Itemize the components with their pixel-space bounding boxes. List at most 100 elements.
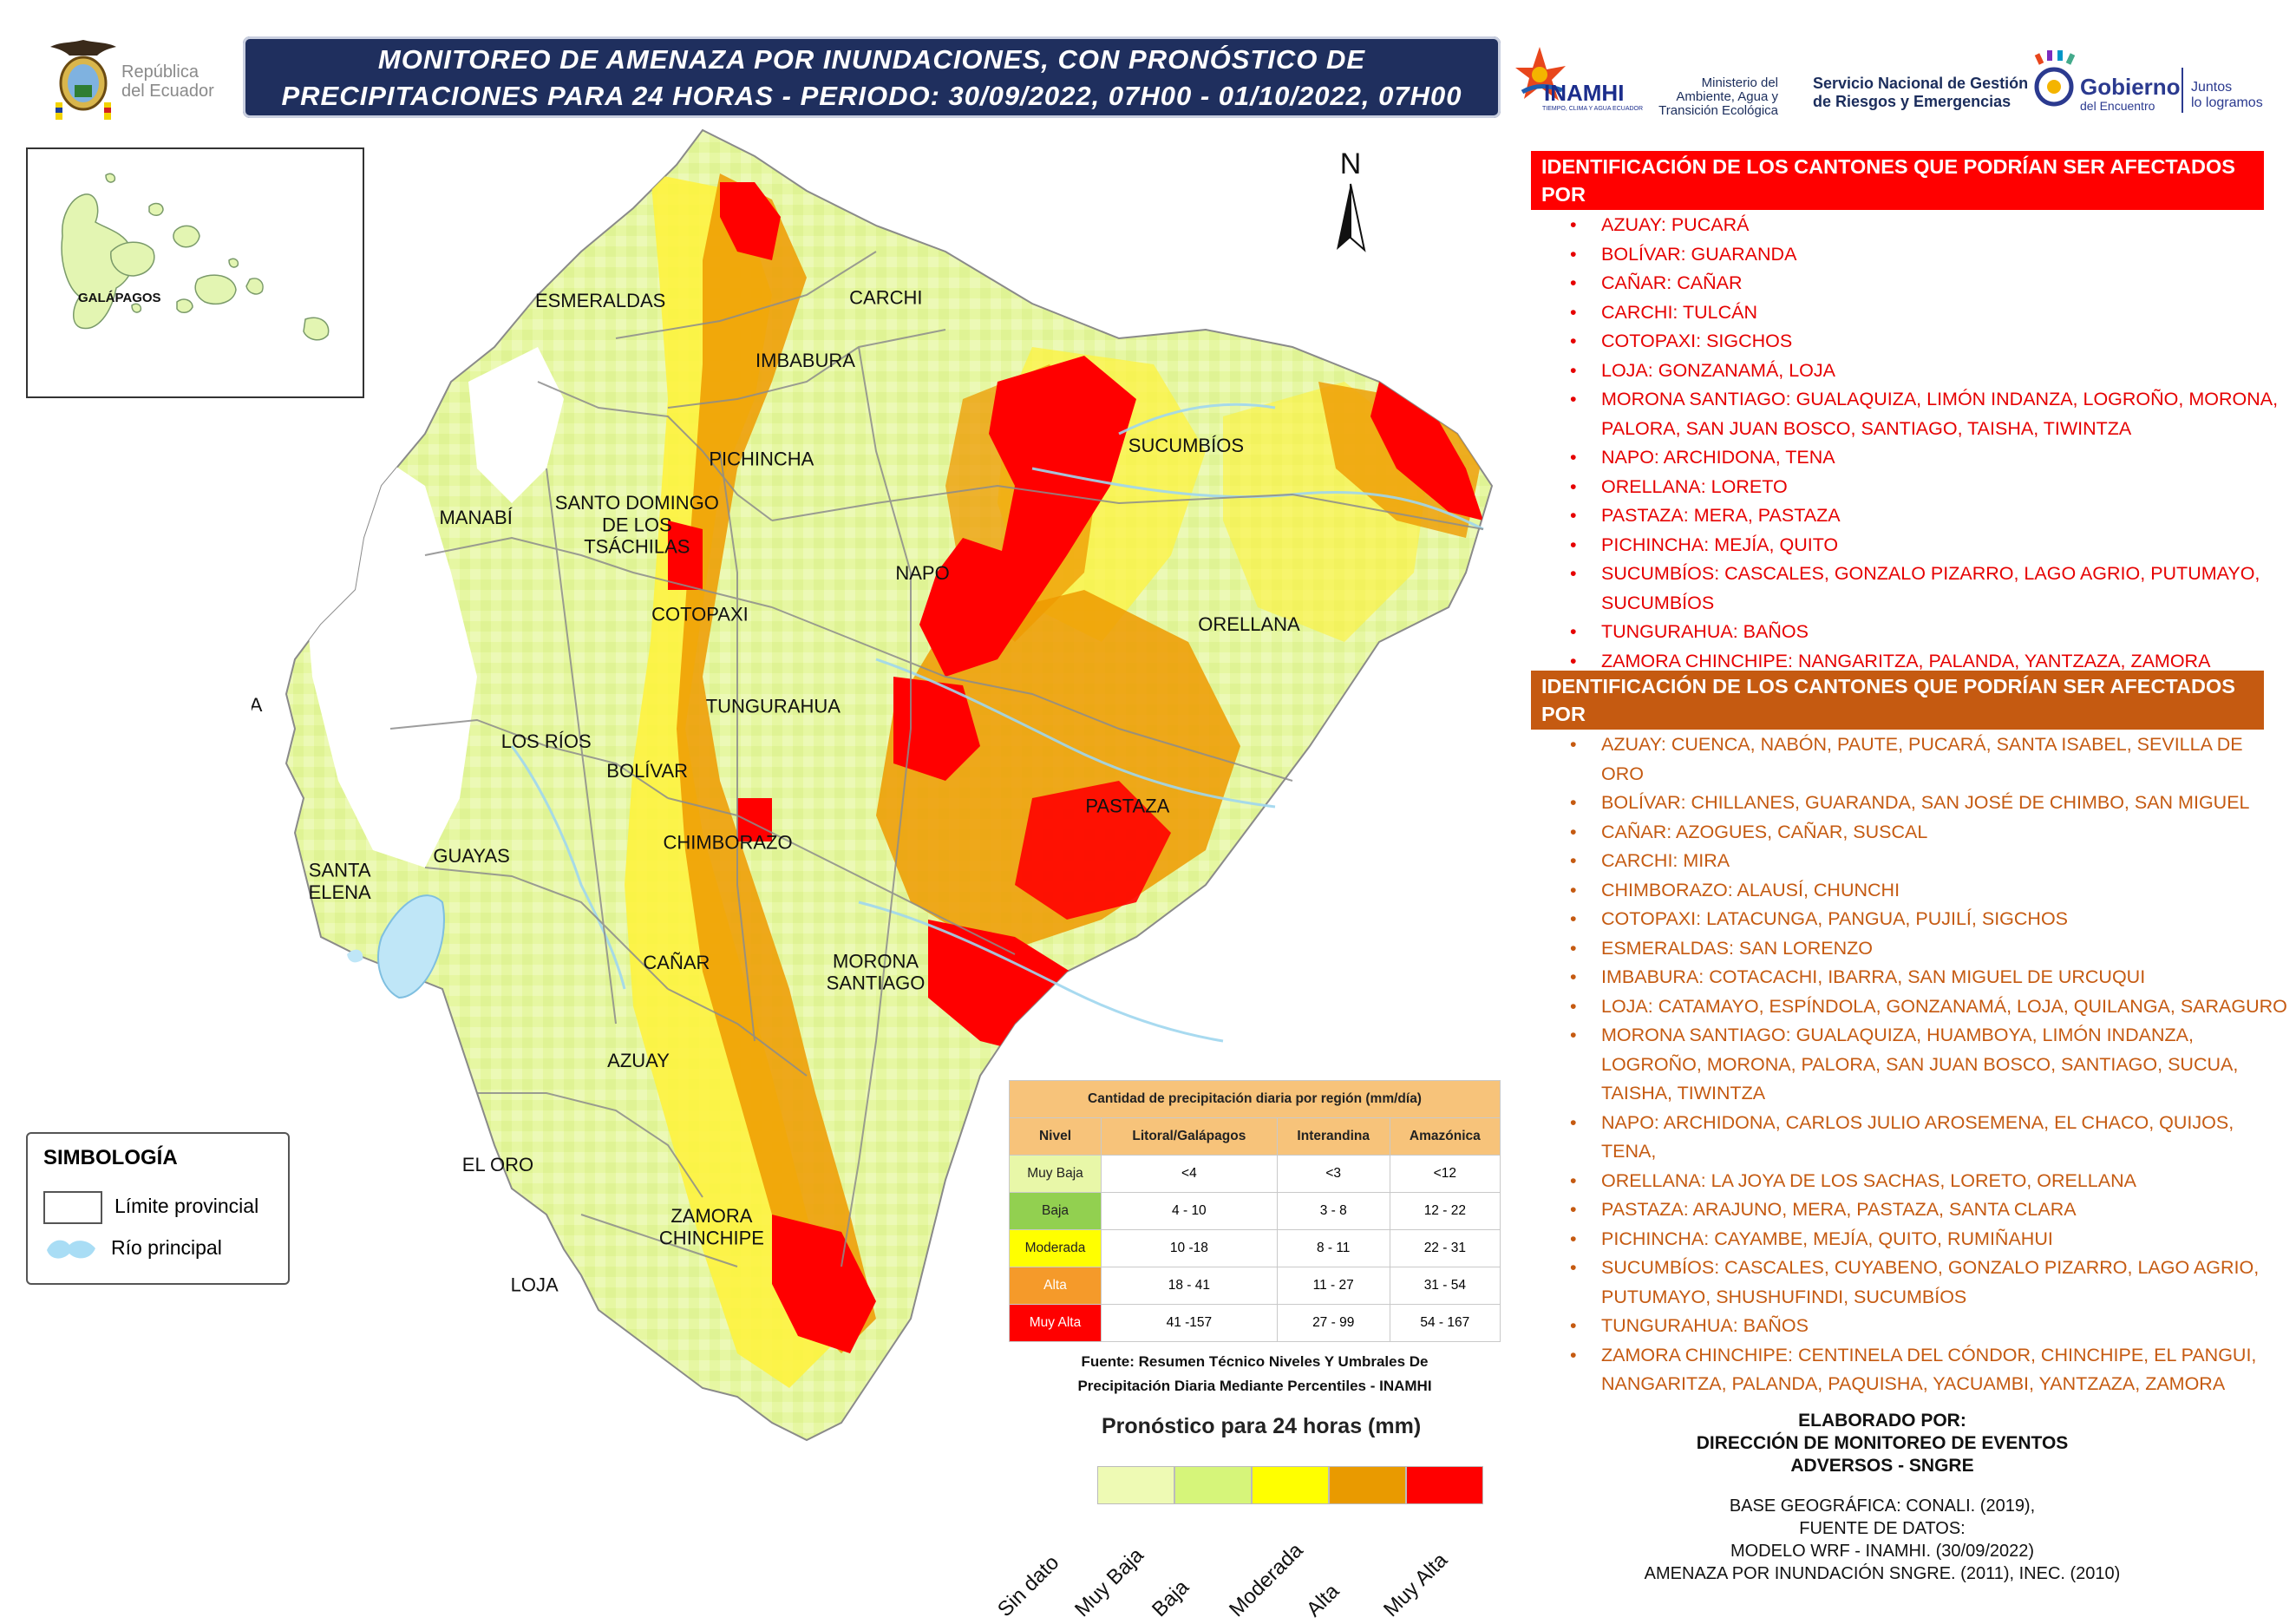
inamhi-logo-icon	[1515, 47, 1566, 101]
juntos-logo: Juntos lo logramos	[2191, 80, 2263, 110]
province-label: MORONA	[833, 950, 919, 972]
table-row: Baja 4 - 10 3 - 8 12 - 22	[1009, 1192, 1501, 1230]
symbology-row-river: Río principal	[43, 1234, 222, 1264]
list-item: AZUAY: PUCARÁ	[1570, 211, 2290, 240]
list-item: SUCUMBÍOS: CASCALES, CUYABENO, GONZALO P…	[1570, 1254, 2290, 1312]
map-title: MONITOREO DE AMENAZA POR INUNDACIONES, C…	[243, 36, 1501, 118]
table-cell-interandina: 3 - 8	[1276, 1192, 1390, 1230]
gobierno-logo: Gobierno del Encuentro	[2080, 74, 2181, 113]
province-label: SANTA	[309, 860, 371, 881]
river-swatch-icon	[47, 1240, 95, 1259]
list-item: ESMERALDAS: SAN LORENZO	[1570, 934, 2290, 964]
province-label: CARCHI	[849, 287, 922, 309]
table-cell-nivel: Alta	[1009, 1267, 1102, 1305]
table-cell-amazonica: 31 - 54	[1389, 1267, 1501, 1305]
symbology-title: SIMBOLOGÍA	[43, 1146, 178, 1169]
table-row: Moderada 10 -18 8 - 11 22 - 31	[1009, 1229, 1501, 1267]
list-item: ZAMORA CHINCHIPE: CENTINELA DEL CÓNDOR, …	[1570, 1341, 2290, 1399]
list-item: ZAMORA CHINCHIPE: NANGARITZA, PALANDA, Y…	[1570, 647, 2290, 677]
province-label: CHIMBORAZO	[663, 832, 792, 854]
list-item: NAPO: ARCHIDONA, TENA	[1570, 443, 2290, 473]
table-cell-litoral: 10 -18	[1101, 1229, 1278, 1267]
gobierno-encuentro-logo-icon	[2034, 50, 2076, 107]
ecuador-precipitation-map: ESMERALDAS CARCHI IMBABURA SUCUMBÍOS PICHINC…	[252, 129, 1493, 1441]
list-item: CAÑAR: CAÑAR	[1570, 269, 2290, 298]
table-cell-amazonica: 12 - 22	[1389, 1192, 1501, 1230]
province-label: SUCUMBÍOS	[1128, 435, 1244, 456]
table-cell-nivel: Moderada	[1009, 1229, 1102, 1267]
north-arrow-icon: N	[1337, 147, 1366, 252]
title-line-2: PRECIPITACIONES PARA 24 HORAS - PERIODO:…	[281, 81, 1462, 111]
list-item: NAPO: ARCHIDONA, CARLOS JULIO AROSEMENA,…	[1570, 1109, 2290, 1167]
forecast-swatch-muy-alta	[1406, 1466, 1483, 1504]
table-cell-interandina: 8 - 11	[1276, 1229, 1390, 1267]
province-label: DE LOS	[602, 514, 672, 535]
forecast-legend-title: Pronóstico para 24 horas (mm)	[1102, 1414, 1422, 1438]
province-label: MANABÍ	[439, 507, 513, 528]
forecast-label: Sin dato	[993, 1550, 1064, 1622]
province-label: BOLÍVAR	[606, 760, 688, 782]
province-label: PASTAZA	[1085, 795, 1169, 816]
list-item: ORELLANA: LORETO	[1570, 473, 2290, 502]
inamhi-name: INAMHI	[1544, 80, 1625, 106]
symbology-row-boundary: Límite provincial	[43, 1191, 258, 1224]
republica-del-ecuador-logo: República del Ecuador	[121, 62, 214, 101]
table-cell-amazonica: 22 - 31	[1389, 1229, 1501, 1267]
table-cell-interandina: <3	[1276, 1155, 1390, 1193]
province-label: COTOPAXI	[651, 603, 749, 625]
list-item: IMBABURA: COTACACHI, IBARRA, SAN MIGUEL …	[1570, 963, 2290, 992]
table-source: Fuente: Resumen Técnico Niveles Y Umbral…	[1077, 1353, 1432, 1394]
province-label: TSÁCHILAS	[584, 536, 690, 558]
list-item: BOLÍVAR: CHILLANES, GUARANDA, SAN JOSÉ D…	[1570, 789, 2290, 818]
list-item: ORELLANA: LA JOYA DE LOS SACHAS, LORETO,…	[1570, 1167, 2290, 1196]
province-label: ESMERALDAS	[535, 290, 665, 311]
table-cell-nivel: Muy Baja	[1009, 1155, 1102, 1193]
province-label: IMBABURA	[756, 350, 855, 371]
table-body: Muy Baja <4 <3 <12 Baja 4 - 10 3 - 8 12 - 22 Mod…	[1009, 1155, 1501, 1342]
forecast-swatch-alta	[1329, 1466, 1406, 1504]
table-header-interandina: Interandina	[1276, 1117, 1390, 1156]
logo-divider	[2182, 68, 2183, 113]
province-label: ISLA	[252, 694, 263, 716]
forecast-label: Alta	[1302, 1579, 1344, 1622]
province-label: LOS RÍOS	[501, 730, 592, 752]
credits: ELABORADO POR: DIRECCIÓN DE MONITOREO DE…	[1644, 1411, 2121, 1583]
alta-header: IDENTIFICACIÓN DE LOS CANTONES QUE PODRÍ…	[1531, 671, 2264, 753]
boundary-swatch-icon	[43, 1191, 102, 1224]
list-item: MORONA SANTIAGO: GUALAQUIZA, LIMÓN INDAN…	[1570, 385, 2290, 443]
province-label: SANTIAGO	[827, 972, 926, 994]
list-item: PASTAZA: ARAJUNO, MERA, PASTAZA, SANTA C…	[1570, 1195, 2290, 1225]
list-item: CARCHI: MIRA	[1570, 847, 2290, 876]
list-item: CARCHI: TULCÁN	[1570, 298, 2290, 328]
table-cell-interandina: 27 - 99	[1276, 1304, 1390, 1342]
province-label: NAPO	[895, 562, 949, 584]
table-header-amazonica: Amazónica	[1389, 1117, 1501, 1156]
list-item: LOJA: GONZANAMÁ, LOJA	[1570, 357, 2290, 386]
ecuador-coat-of-arms-icon	[50, 40, 116, 120]
alta-cantones-list: AZUAY: CUENCA, NABÓN, PAUTE, PUCARÁ, SAN…	[1570, 730, 2290, 1399]
inamhi-tagline: TIEMPO, CLIMA Y AGUA ECUADOR	[1542, 106, 1644, 112]
table-cell-amazonica: <12	[1389, 1155, 1501, 1193]
list-item: COTOPAXI: LATACUNGA, PANGUA, PUJILÍ, SIG…	[1570, 905, 2290, 934]
list-item: SUCUMBÍOS: CASCALES, GONZALO PIZARRO, LA…	[1570, 560, 2290, 618]
forecast-swatch-muy-baja	[1097, 1466, 1174, 1504]
table-row: Muy Baja <4 <3 <12	[1009, 1155, 1501, 1193]
table-row: Muy Alta 41 -157 27 - 99 54 - 167	[1009, 1304, 1501, 1342]
table-cell-litoral: <4	[1101, 1155, 1278, 1193]
list-item: PICHINCHA: MEJÍA, QUITO	[1570, 531, 2290, 560]
table-cell-amazonica: 54 - 167	[1389, 1304, 1501, 1342]
province-label: GUAYAS	[433, 845, 509, 867]
muy-alta-header: IDENTIFICACIÓN DE LOS CANTONES QUE PODRÍ…	[1531, 151, 2264, 233]
province-label: CAÑAR	[643, 952, 710, 973]
table-cell-litoral: 18 - 41	[1101, 1267, 1278, 1305]
province-label: TUNGURAHUA	[706, 696, 841, 717]
province-label: LOJA	[511, 1274, 559, 1295]
title-line-1: MONITOREO DE AMENAZA POR INUNDACIONES, C…	[377, 44, 1366, 75]
table-cell-nivel: Muy Alta	[1009, 1304, 1102, 1342]
province-label: EL ORO	[462, 1154, 533, 1175]
muy-alta-cantones-list: AZUAY: PUCARÁBOLÍVAR: GUARANDACAÑAR: CAÑ…	[1570, 211, 2290, 676]
province-label: ZAMORA	[670, 1205, 752, 1227]
precipitation-threshold-table: Cantidad de precipitación diaria por reg…	[1009, 1080, 1501, 1342]
province-label: CHINCHIPE	[659, 1227, 764, 1248]
north-label: N	[1340, 147, 1362, 180]
